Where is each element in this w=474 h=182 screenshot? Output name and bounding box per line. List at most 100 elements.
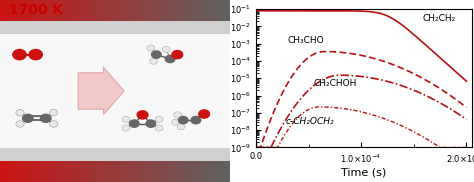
Bar — [182, 0, 184, 21]
Bar — [184, 161, 186, 182]
Bar — [64, 161, 67, 182]
Bar — [214, 161, 216, 182]
Bar — [2, 161, 5, 182]
Bar — [127, 161, 129, 182]
FancyArrow shape — [78, 67, 124, 115]
Bar — [69, 0, 71, 21]
Bar — [228, 0, 230, 21]
Bar — [110, 0, 113, 21]
Circle shape — [137, 110, 149, 120]
Bar — [228, 161, 230, 182]
Bar — [131, 0, 133, 21]
Bar — [193, 161, 195, 182]
Bar — [165, 0, 168, 21]
Bar — [83, 0, 85, 21]
Bar — [129, 161, 131, 182]
Bar — [195, 0, 198, 21]
Bar — [156, 0, 159, 21]
Bar — [200, 0, 202, 21]
Bar — [136, 161, 138, 182]
Bar — [147, 0, 149, 21]
Bar — [64, 0, 67, 21]
Bar — [32, 161, 35, 182]
Bar — [71, 0, 73, 21]
Bar — [211, 0, 214, 21]
Bar — [11, 161, 14, 182]
Bar — [7, 0, 9, 21]
Bar — [122, 0, 124, 21]
Bar — [83, 161, 85, 182]
Bar — [119, 161, 122, 182]
Bar — [159, 0, 161, 21]
Bar — [81, 161, 83, 182]
Bar — [177, 0, 179, 21]
Bar — [152, 161, 154, 182]
Bar — [209, 161, 211, 182]
Bar — [138, 161, 140, 182]
Bar — [113, 161, 115, 182]
Bar — [90, 161, 92, 182]
Circle shape — [146, 119, 156, 128]
Bar — [76, 161, 78, 182]
Bar — [78, 0, 81, 21]
Bar — [37, 161, 39, 182]
Bar — [78, 161, 81, 182]
Circle shape — [172, 119, 179, 125]
Bar — [16, 161, 18, 182]
Circle shape — [191, 116, 201, 124]
Bar — [103, 0, 106, 21]
Bar — [92, 161, 94, 182]
Bar — [18, 161, 21, 182]
Text: CH₂CHOH: CH₂CHOH — [314, 79, 357, 88]
Bar — [179, 0, 182, 21]
Bar — [14, 161, 16, 182]
Bar — [97, 161, 99, 182]
Text: CH₂CH₂: CH₂CH₂ — [423, 14, 456, 23]
Bar — [127, 0, 129, 21]
Bar — [221, 0, 223, 21]
Bar — [103, 161, 106, 182]
Bar — [5, 0, 7, 21]
Bar — [119, 0, 122, 21]
Bar — [14, 0, 16, 21]
Bar — [216, 161, 219, 182]
Bar — [67, 0, 69, 21]
Bar — [90, 0, 92, 21]
Bar — [175, 0, 177, 21]
Circle shape — [147, 45, 155, 51]
Bar — [35, 161, 37, 182]
Circle shape — [16, 121, 24, 127]
Bar — [182, 161, 184, 182]
Bar — [177, 161, 179, 182]
Bar — [168, 161, 170, 182]
Bar — [216, 0, 219, 21]
Bar — [7, 161, 9, 182]
Bar — [165, 161, 168, 182]
Bar — [175, 161, 177, 182]
Bar — [9, 0, 11, 21]
Bar — [0, 21, 230, 34]
Bar — [60, 161, 62, 182]
Bar — [25, 161, 27, 182]
Bar — [46, 161, 48, 182]
Bar — [46, 0, 48, 21]
Circle shape — [16, 109, 24, 116]
Bar — [57, 161, 60, 182]
Text: 1700 K: 1700 K — [9, 3, 64, 17]
Bar — [27, 0, 30, 21]
Bar — [62, 161, 64, 182]
Circle shape — [177, 124, 185, 130]
Bar — [170, 161, 173, 182]
Bar — [21, 161, 23, 182]
Bar — [51, 0, 53, 21]
Bar — [35, 0, 37, 21]
Bar — [161, 0, 163, 21]
Bar — [41, 0, 44, 21]
Bar — [193, 0, 195, 21]
Circle shape — [163, 46, 170, 52]
Bar — [87, 0, 90, 21]
Bar — [101, 161, 103, 182]
Bar — [62, 0, 64, 21]
Bar — [0, 34, 230, 148]
Bar — [73, 161, 76, 182]
